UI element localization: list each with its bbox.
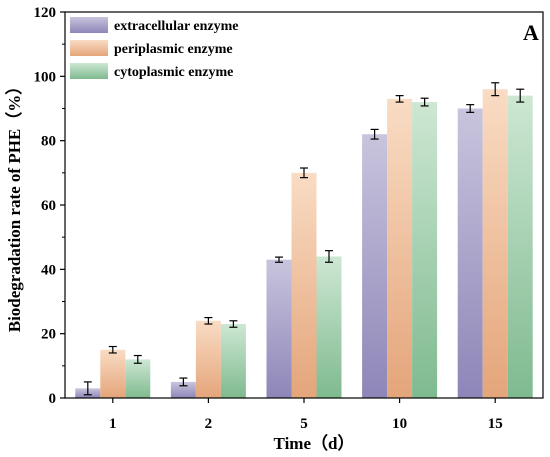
error-bar: [229, 320, 238, 328]
bar-cytoplasmic-enzyme-15: [507, 95, 533, 398]
panel-label: A: [523, 20, 539, 45]
bar-periplasmic-enzyme-10: [387, 98, 413, 398]
legend-label: cytoplasmic enzyme: [114, 65, 233, 80]
legend-swatch: [70, 17, 108, 33]
error-bar: [466, 104, 475, 113]
error-bar: [275, 256, 283, 263]
y-tick-label: 100: [34, 69, 57, 85]
error-bar: [179, 377, 188, 387]
bar-extracellular-enzyme-10: [362, 134, 388, 398]
x-tick-label: 2: [205, 416, 213, 432]
error-bar: [108, 345, 117, 354]
legend-label: periplasmic enzyme: [114, 42, 233, 57]
error-bar: [491, 82, 500, 97]
y-tick-label: 80: [41, 134, 56, 150]
y-tick-label: 0: [49, 391, 57, 407]
bar-cytoplasmic-enzyme-1: [125, 359, 151, 398]
bar-cytoplasmic-enzyme-2: [220, 324, 246, 398]
x-tick-label: 10: [392, 416, 407, 432]
error-bar: [395, 95, 404, 103]
bar-cytoplasmic-enzyme-5: [316, 256, 342, 398]
bar-extracellular-enzyme-5: [266, 259, 292, 398]
y-tick-label: 120: [34, 5, 57, 21]
y-tick-label: 40: [41, 262, 56, 278]
bar-periplasmic-enzyme-1: [100, 349, 126, 398]
bar-extracellular-enzyme-15: [457, 108, 483, 398]
y-axis-title: Biodegradation rate of PHE（%）: [4, 78, 24, 333]
error-bar: [370, 128, 379, 140]
error-bar: [83, 381, 92, 396]
legend-swatch: [70, 40, 108, 56]
bar-periplasmic-enzyme-2: [195, 320, 221, 398]
x-tick-label: 15: [488, 416, 503, 432]
legend-swatch: [70, 63, 108, 79]
error-bar: [420, 97, 429, 107]
error-bar: [325, 250, 333, 263]
error-bar: [133, 354, 142, 364]
bar-periplasmic-enzyme-15: [482, 89, 508, 398]
bar-periplasmic-enzyme-5: [291, 172, 317, 398]
bar-cytoplasmic-enzyme-10: [412, 102, 438, 399]
x-tick-label: 1: [109, 416, 117, 432]
error-bar: [204, 316, 213, 325]
legend: extracellular enzyme periplasmic enzyme cy…: [70, 17, 239, 80]
x-tick-label: 5: [300, 416, 308, 432]
bars-layer: [75, 82, 533, 399]
y-tick-label: 60: [41, 198, 56, 214]
legend-label: extracellular enzyme: [114, 19, 239, 34]
error-bar: [300, 167, 308, 179]
error-bar: [516, 88, 525, 103]
x-axis-title: Time（d）: [274, 433, 355, 453]
bar-extracellular-enzyme-2: [170, 381, 196, 398]
y-tick-label: 20: [41, 327, 56, 343]
axes-layer: 0 20 40 60 80 100 120 1 2 5 10 15: [34, 5, 544, 432]
